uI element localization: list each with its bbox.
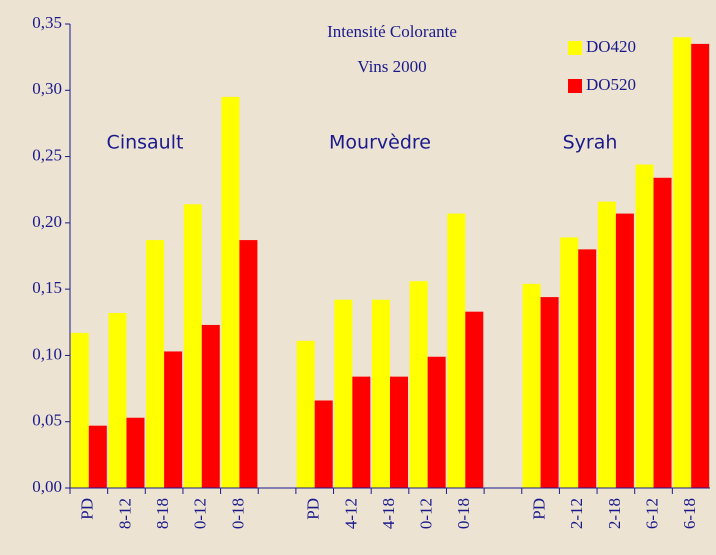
bar [201,324,220,488]
x-tick-label: 6-18 [680,498,699,529]
bar [673,37,692,488]
bar [691,43,710,489]
legend-swatch [568,41,582,55]
bar [314,400,333,488]
bar [615,213,634,488]
bar [352,376,371,488]
x-tick-label: 2-18 [605,498,624,529]
bar [88,425,107,488]
x-tick-label: 0-12 [417,498,436,529]
legend-swatch [568,79,582,93]
bar [635,164,654,489]
bar [239,240,258,488]
chart-subtitle: Vins 2000 [357,57,426,76]
bar [578,249,597,488]
bar [465,311,484,488]
bar [126,417,145,488]
x-tick-label: 6-12 [642,498,661,529]
x-tick-label: 0-18 [228,498,247,529]
bar [108,313,127,488]
bar [560,237,579,488]
y-tick-label: 0,05 [32,411,62,430]
x-tick-label: 0-18 [454,498,473,529]
bar [296,340,315,488]
bar [447,213,466,488]
chart-title: Intensité Colorante [327,22,457,41]
bar [653,177,672,489]
x-tick-label: PD [529,498,548,520]
y-tick-label: 0,25 [32,145,62,164]
group-label: Cinsault [107,132,184,154]
bar [70,332,89,488]
y-tick-label: 0,15 [32,278,62,297]
x-tick-label: 0-12 [191,498,210,529]
bar [597,201,616,488]
bar [522,283,541,488]
group-label: Syrah [563,132,618,154]
y-tick-label: 0,20 [32,212,62,231]
x-tick-label: 4-12 [341,498,360,529]
bar [540,297,559,488]
y-tick-label: 0,00 [32,477,62,496]
bar [427,356,446,488]
bar [372,299,390,488]
x-tick-label: 2-12 [567,498,586,529]
bar [146,240,165,488]
x-tick-label: 8-18 [153,498,172,529]
x-tick-label: PD [78,498,97,520]
bar [164,351,183,488]
y-tick-label: 0,10 [32,344,62,363]
legend-label: DO520 [586,75,636,94]
legend-label: DO420 [586,37,636,56]
x-tick-label: 8-12 [115,498,134,529]
bar [334,299,353,488]
y-tick-label: 0,30 [32,79,62,98]
x-tick-label: PD [304,498,323,520]
group-label: Mourvèdre [329,132,431,154]
bar [183,204,202,488]
bar [221,96,240,489]
bar [409,281,428,488]
bar [390,376,408,488]
y-tick-label: 0,35 [32,13,62,32]
x-tick-label: 4-18 [379,498,398,529]
